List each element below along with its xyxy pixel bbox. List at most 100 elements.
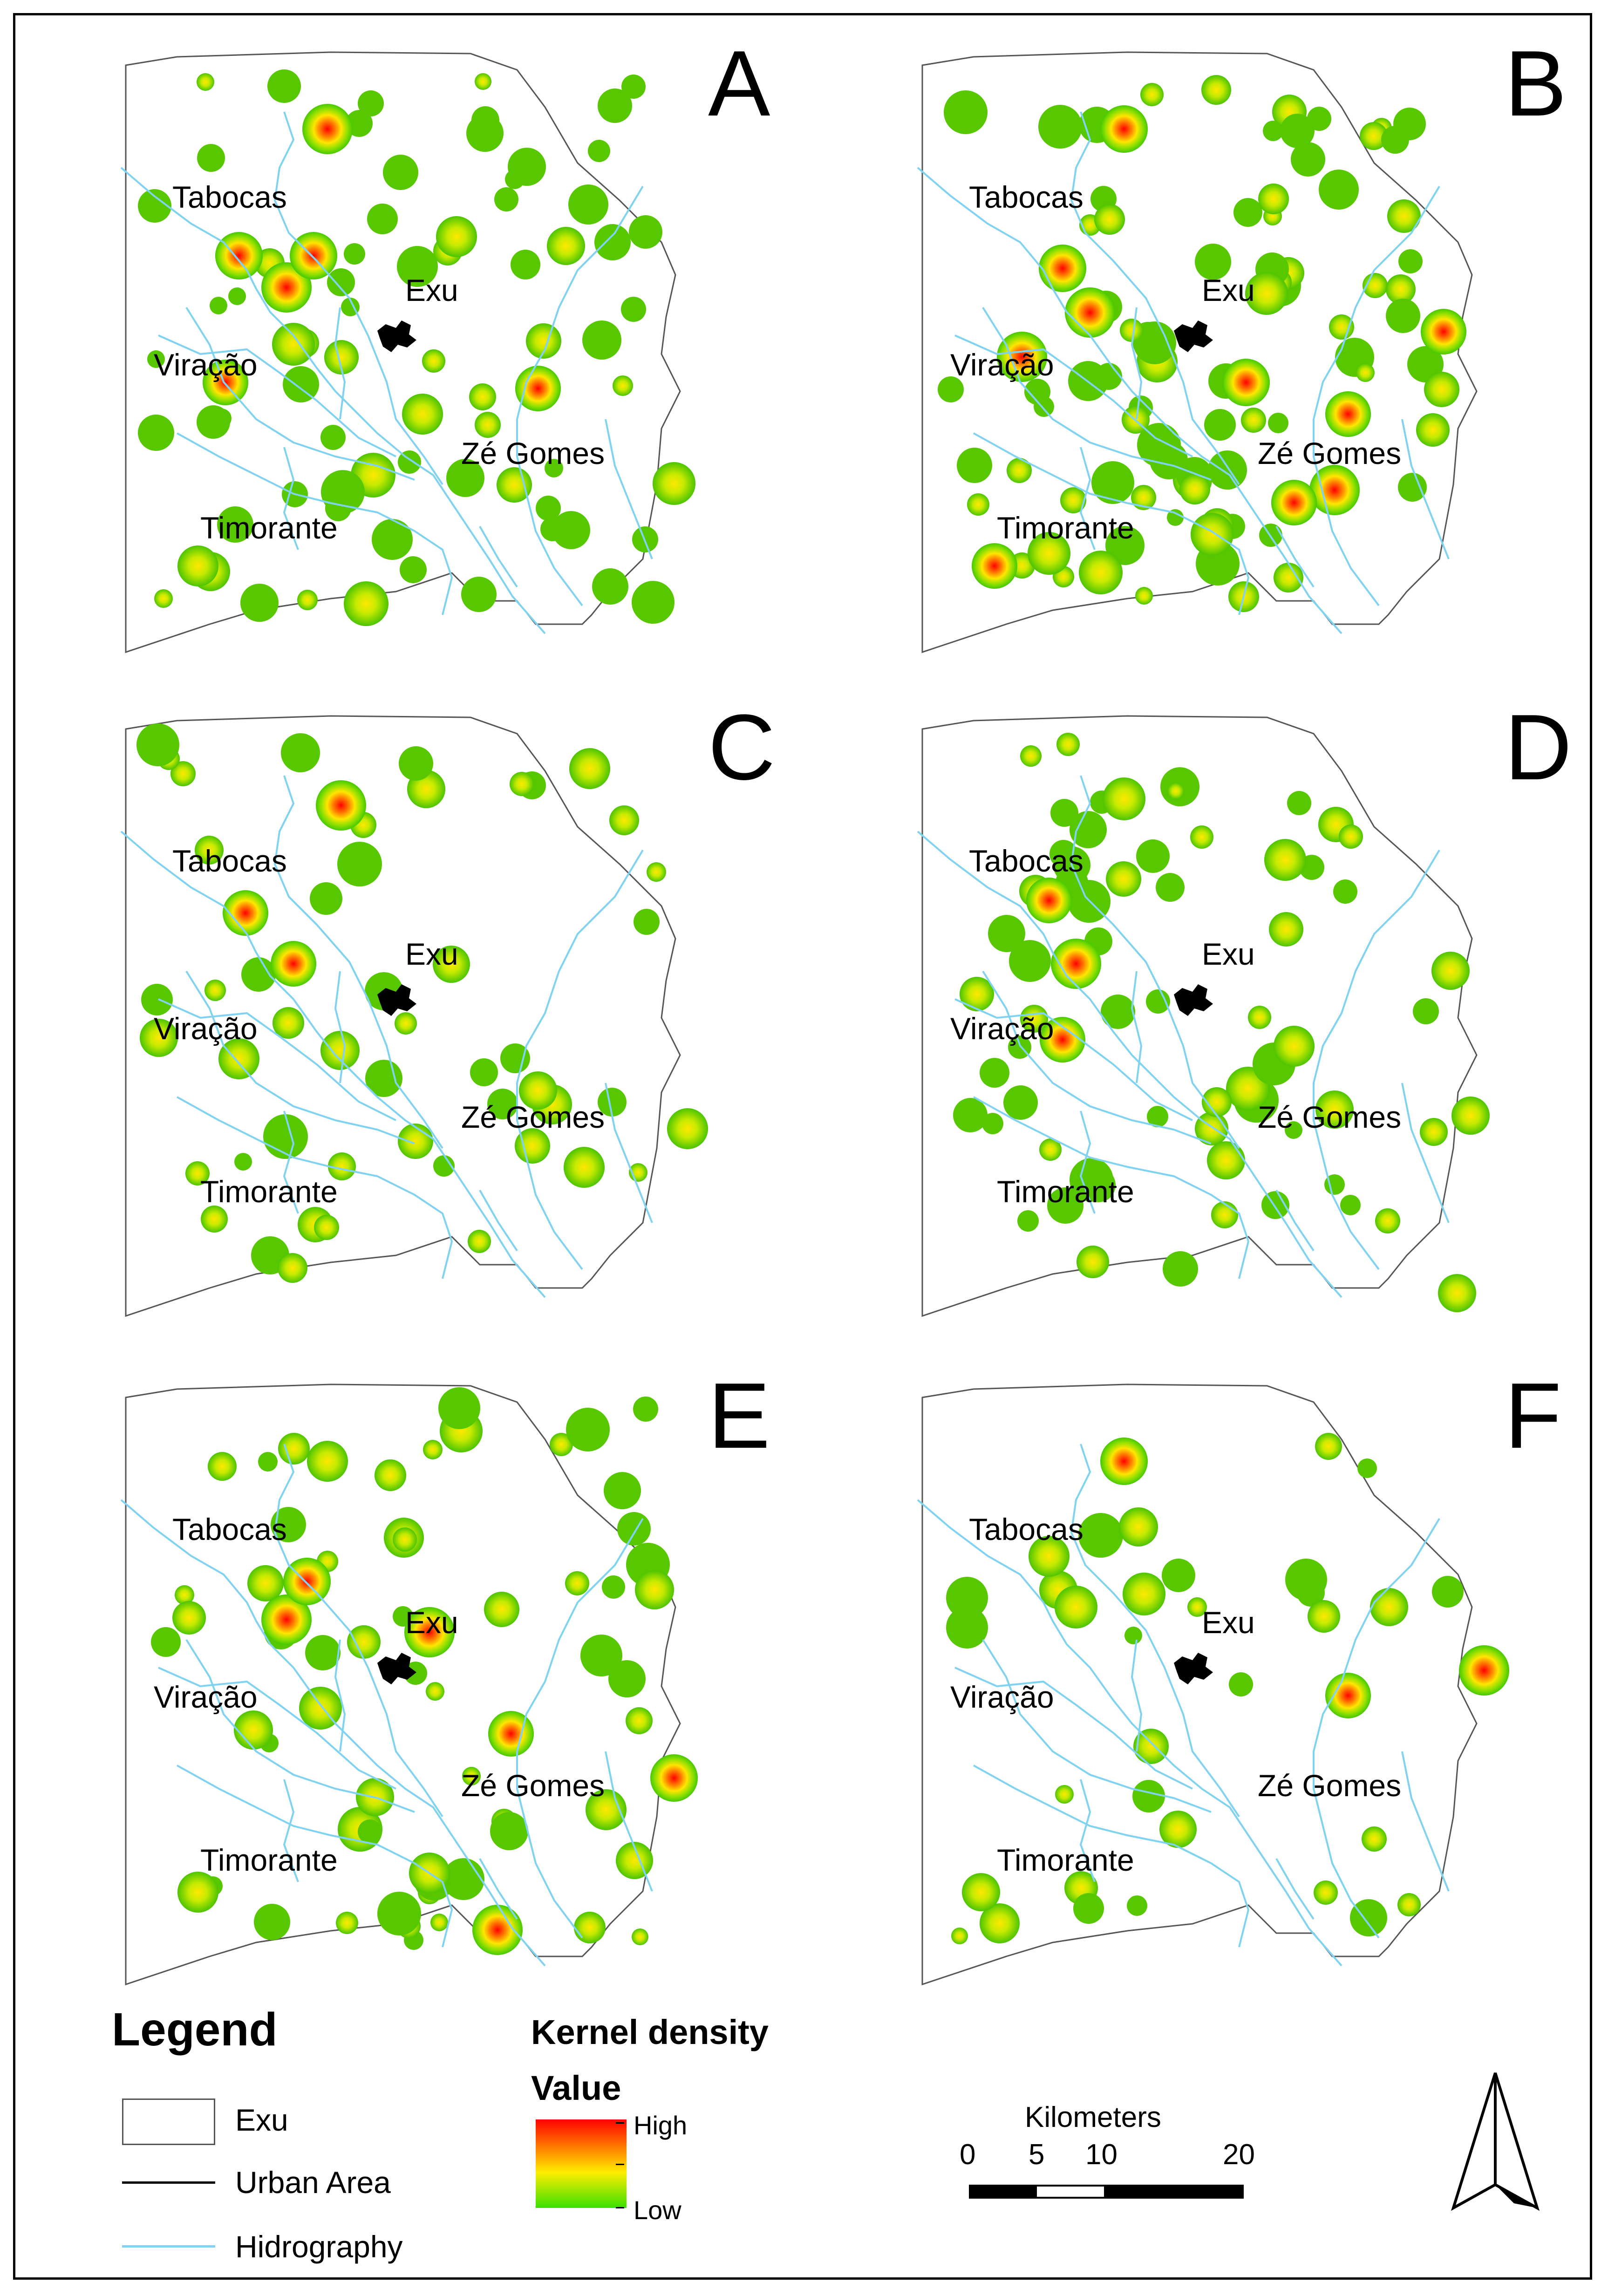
place-label-tabocas: Tabocas xyxy=(969,1512,1083,1547)
density-hotspot xyxy=(290,232,337,279)
place-label-tabocas: Tabocas xyxy=(969,844,1083,878)
density-blob xyxy=(341,298,360,316)
density-blob xyxy=(511,250,540,279)
density-blob xyxy=(621,75,646,99)
density-blob xyxy=(609,805,639,835)
river-line xyxy=(605,1751,653,1892)
river-line xyxy=(185,307,415,481)
density-blob xyxy=(141,984,173,1015)
density-blob xyxy=(172,1601,206,1635)
place-label-timorante: Timorante xyxy=(997,1843,1134,1877)
map-frame xyxy=(13,13,1592,2280)
density-blob xyxy=(297,590,318,610)
density-blob xyxy=(980,1903,1020,1943)
density-blob xyxy=(154,589,173,608)
density-hotspot xyxy=(1028,532,1070,575)
river-line xyxy=(1070,1444,1240,1818)
density-hotspot xyxy=(1421,309,1466,354)
density-blob xyxy=(1159,1811,1197,1848)
density-blob xyxy=(140,1019,178,1057)
density-blob xyxy=(1009,940,1051,982)
density-blob xyxy=(1416,413,1450,447)
scale-tick-20: 20 xyxy=(1223,2139,1255,2171)
map-canvas xyxy=(120,51,695,654)
river-line xyxy=(516,1518,644,1939)
river-line xyxy=(1401,419,1450,559)
density-blob xyxy=(1397,1893,1421,1916)
river-line xyxy=(1401,1751,1450,1892)
density-blob xyxy=(258,1452,278,1472)
density-hotspot xyxy=(997,332,1047,382)
density-blob xyxy=(204,980,226,1001)
density-hotspot xyxy=(436,216,477,257)
ramp-tick-high xyxy=(616,2122,624,2124)
density-blob xyxy=(1055,1785,1074,1804)
map-panel-f: F Tabocas Exu Viração Zé Gomes Timorante xyxy=(913,1369,1593,2012)
river-line xyxy=(954,998,1193,1121)
density-hotspot xyxy=(1370,1588,1408,1626)
density-blob xyxy=(1315,1433,1342,1460)
density-blob xyxy=(273,1007,304,1039)
density-blob xyxy=(1094,204,1125,235)
river-line xyxy=(185,1639,415,1813)
kernel-color-ramp xyxy=(536,2119,627,2208)
density-blob xyxy=(1132,1780,1165,1812)
density-blob xyxy=(263,1114,308,1159)
density-blob xyxy=(344,243,365,265)
density-blob xyxy=(988,915,1025,952)
map-canvas xyxy=(917,1383,1509,1986)
density-blob xyxy=(383,155,418,190)
density-hotspot xyxy=(1245,272,1288,315)
density-hotspot xyxy=(1309,465,1360,515)
density-hotspot xyxy=(177,545,218,586)
river-line xyxy=(120,167,546,634)
density-hotspot xyxy=(1191,513,1233,556)
density-hotspot xyxy=(962,1873,1000,1911)
density-blob xyxy=(1431,952,1470,990)
density-blob xyxy=(228,287,246,305)
river-line xyxy=(334,1639,346,1752)
density-blob xyxy=(1387,199,1421,233)
density-hotspot xyxy=(1274,1026,1315,1067)
river-line xyxy=(120,831,546,1298)
panel-letter: A xyxy=(708,32,770,136)
density-blob xyxy=(400,556,427,583)
municipality-boundary xyxy=(125,1383,681,1986)
density-blob xyxy=(393,1527,417,1552)
density-blob xyxy=(1339,824,1363,849)
river-line xyxy=(1070,111,1240,485)
density-blob xyxy=(626,1707,653,1734)
density-blob xyxy=(1263,121,1283,141)
density-blob xyxy=(1135,587,1153,605)
density-blob xyxy=(320,1031,360,1070)
scale-bar xyxy=(969,2185,1244,2199)
density-blob xyxy=(1070,811,1107,848)
density-blob xyxy=(1147,1106,1168,1127)
density-blob xyxy=(629,215,662,249)
density-blob xyxy=(1319,170,1359,210)
density-hotspot xyxy=(1459,1645,1509,1696)
density-blob xyxy=(608,1660,646,1697)
density-blob xyxy=(500,1043,530,1073)
density-blob xyxy=(461,577,497,612)
urban-area xyxy=(1174,320,1213,352)
density-blob xyxy=(1195,244,1231,280)
density-blob xyxy=(430,1914,448,1931)
density-hotspot xyxy=(307,1441,348,1482)
legend-urban-swatch xyxy=(122,2181,215,2184)
density-hotspot xyxy=(1103,777,1145,820)
density-blob xyxy=(647,862,666,882)
urban-area xyxy=(377,984,416,1016)
density-blob xyxy=(1060,487,1086,513)
density-blob xyxy=(234,1153,252,1171)
density-blob xyxy=(1190,825,1213,849)
density-blob xyxy=(1034,396,1054,417)
density-blob xyxy=(1356,363,1375,382)
density-blob xyxy=(462,1767,481,1785)
density-blob xyxy=(1146,989,1170,1014)
density-blob xyxy=(281,733,320,772)
place-label-viracao: Viração xyxy=(154,1680,258,1714)
density-blob xyxy=(1398,249,1423,273)
density-blob xyxy=(1167,783,1184,799)
density-hotspot xyxy=(261,1594,312,1645)
